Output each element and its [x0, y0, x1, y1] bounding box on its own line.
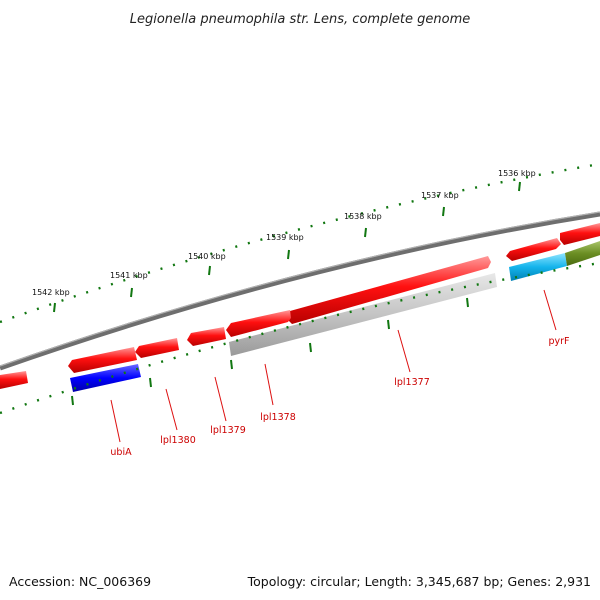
gene-ubiA-forward[interactable]: [68, 347, 137, 373]
gene-label-lpl1380: lpl1380: [160, 435, 196, 446]
gene-lpl1379[interactable]: [187, 327, 226, 346]
gene-label-lpl1377: lpl1377: [394, 377, 430, 388]
gene-lpl1377[interactable]: [286, 256, 491, 324]
forward-genes: [0, 223, 600, 389]
outer-major-ticks: [53, 181, 521, 313]
gene-forward-pyrF-neighbor[interactable]: [506, 238, 561, 261]
gene-label-lpl1379: lpl1379: [210, 425, 246, 436]
genome-backbone: [0, 211, 600, 371]
feature-pyrF-cyan[interactable]: [509, 253, 567, 281]
topology-text: Topology: circular; Length: 3,345,687 bp…: [247, 574, 591, 589]
feature-olive[interactable]: [565, 241, 600, 266]
gene-label-lpl1378: lpl1378: [260, 412, 296, 423]
scale-label-1541: 1541 kbp: [110, 271, 148, 280]
gene-left-edge[interactable]: [0, 371, 28, 389]
scale-label-1539: 1539 kbp: [266, 233, 304, 242]
gene-label-pyrF: pyrF: [548, 336, 569, 347]
scale-label-1536: 1536 kbp: [498, 169, 536, 178]
accession-text: Accession: NC_006369: [9, 574, 151, 589]
scale-label-1542: 1542 kbp: [32, 288, 70, 297]
outer-scale-ring: [0, 162, 600, 324]
gene-lpl1380[interactable]: [135, 338, 179, 358]
map-title: Legionella pneumophila str. Lens, comple…: [130, 12, 471, 27]
gene-forward-pyrF[interactable]: [560, 223, 600, 245]
feature-pseudo-gray[interactable]: [229, 273, 497, 356]
label-leaders: [110, 289, 557, 443]
gene-label-ubiA: ubiA: [110, 447, 132, 458]
scale-label-1540: 1540 kbp: [188, 252, 226, 261]
gene-lpl1378[interactable]: [226, 310, 291, 337]
inner-major-ticks: [71, 297, 469, 406]
scale-label-1537: 1537 kbp: [421, 191, 459, 200]
scale-label-1538: 1538 kbp: [344, 212, 382, 221]
